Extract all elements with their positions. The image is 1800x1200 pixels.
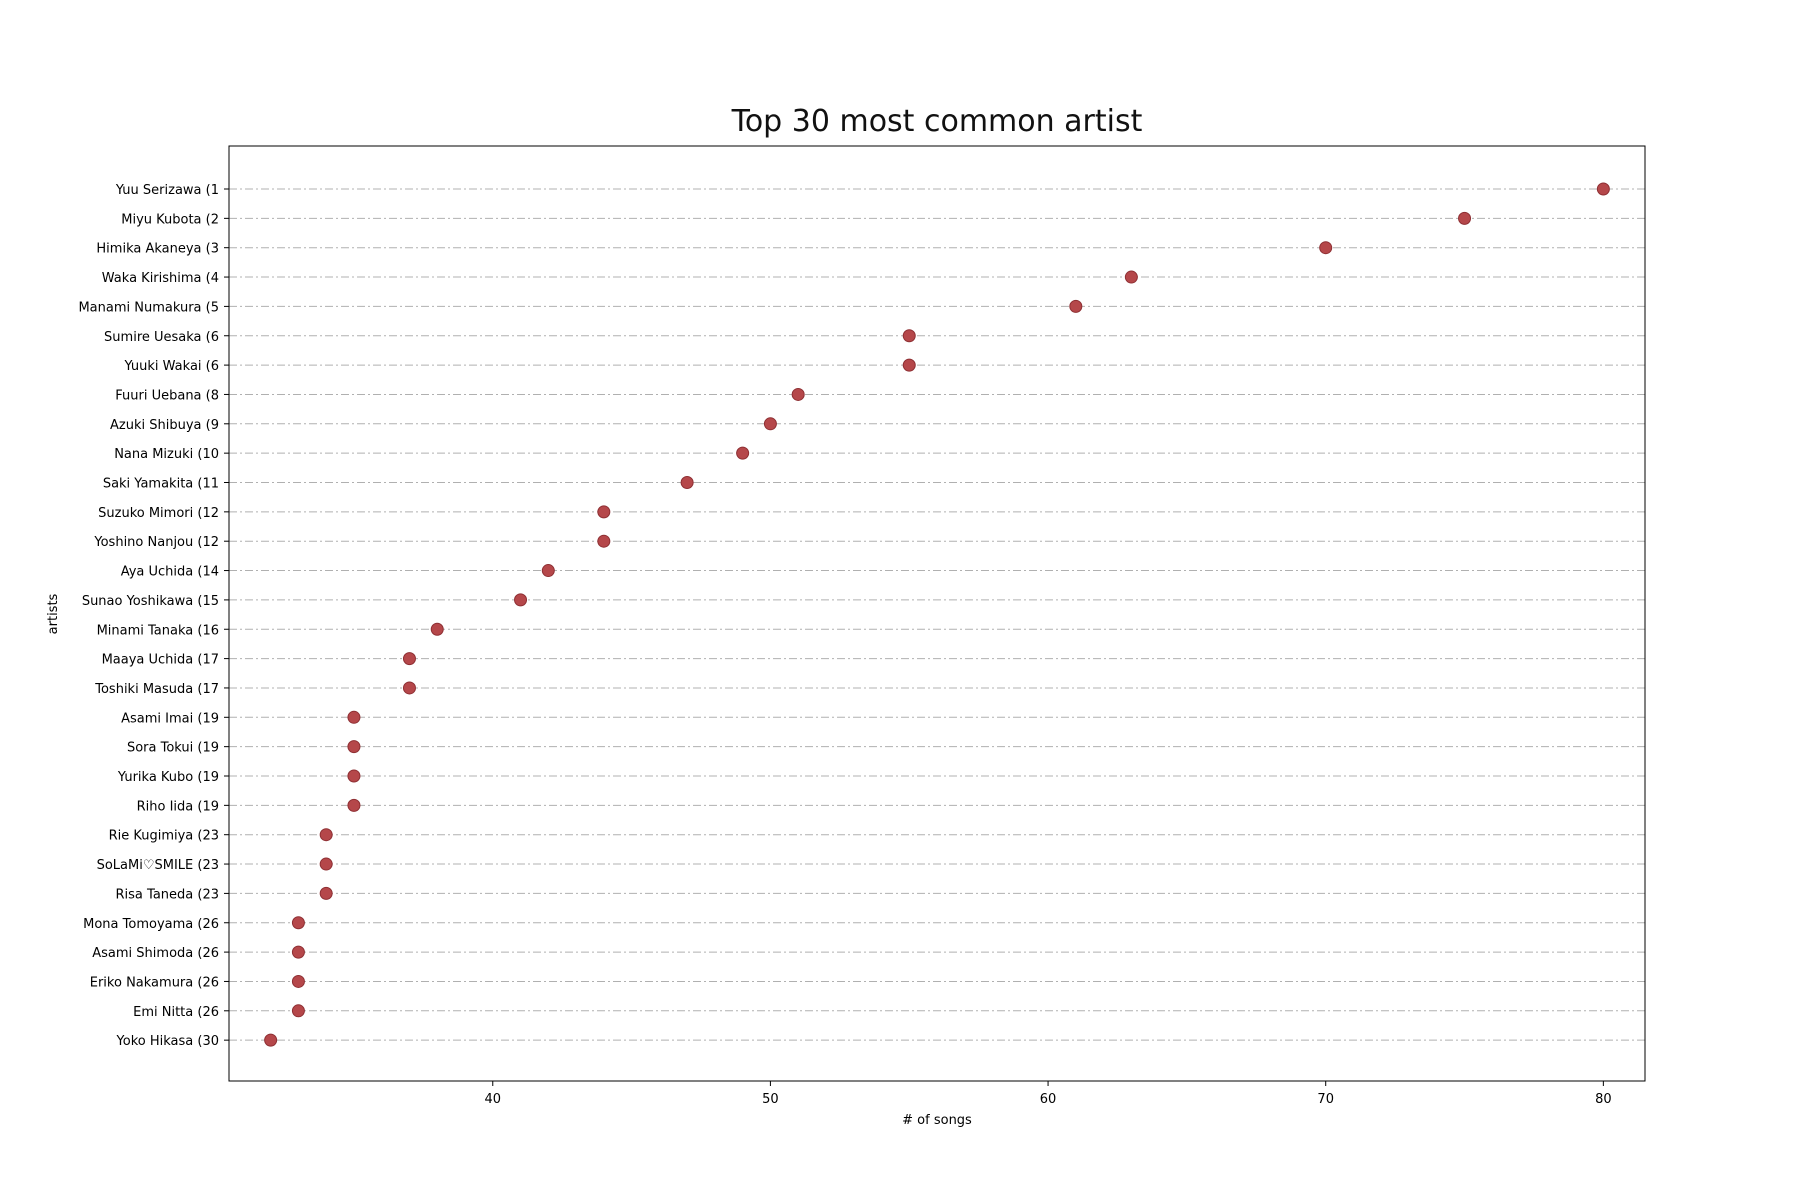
- y-tick-label: Sora Tokui (19: [127, 741, 219, 756]
- data-point: [319, 886, 333, 900]
- y-tick-label: Manami Numakura (5: [78, 300, 219, 315]
- y-tick-label: Emi Nitta (26: [133, 1005, 219, 1020]
- y-tick-label: Maaya Uchida (17: [102, 653, 219, 668]
- y-axis-label: artists: [46, 593, 61, 634]
- y-tick-label: Sumire Uesaka (6: [104, 330, 219, 345]
- data-point: [291, 945, 305, 959]
- data-point: [1124, 270, 1138, 284]
- data-point: [597, 534, 611, 548]
- data-point: [319, 828, 333, 842]
- data-point: [347, 740, 361, 754]
- data-point: [514, 593, 528, 607]
- data-point: [430, 622, 444, 636]
- x-tick-label: 80: [1595, 1092, 1612, 1107]
- y-tick-label: Minami Tanaka (16: [97, 623, 219, 638]
- data-point: [291, 916, 305, 930]
- data-point: [1458, 211, 1472, 225]
- data-points: [264, 182, 1610, 1047]
- y-tick-label: Toshiki Masuda (17: [94, 682, 219, 697]
- x-tick-label: 60: [1040, 1092, 1057, 1107]
- data-point: [736, 446, 750, 460]
- y-tick-label: Yuuki Wakai (6: [123, 359, 219, 374]
- y-tick-label: Sunao Yoshikawa (15: [82, 594, 219, 609]
- x-tick-label: 40: [484, 1092, 501, 1107]
- x-axis-label: # of songs: [902, 1113, 972, 1128]
- data-point: [902, 358, 916, 372]
- data-point: [541, 564, 555, 578]
- y-tick-label: Yuu Serizawa (1: [115, 183, 219, 198]
- grid-lines: [229, 188, 1645, 1041]
- data-point: [291, 1004, 305, 1018]
- y-tick-label: Asami Imai (19: [121, 711, 219, 726]
- y-tick-label: Yoshino Nanjou (12: [93, 535, 219, 550]
- data-point: [1319, 241, 1333, 255]
- data-point: [402, 652, 416, 666]
- x-tick-label: 50: [762, 1092, 779, 1107]
- data-point: [291, 974, 305, 988]
- data-point: [347, 798, 361, 812]
- data-point: [902, 329, 916, 343]
- data-point: [347, 710, 361, 724]
- y-tick-label: Azuki Shibuya (9: [110, 418, 219, 433]
- y-tick-label: Suzuko Mimori (12: [98, 506, 219, 521]
- data-point: [1069, 299, 1083, 313]
- x-axis-ticks: 40 50 60 70 80: [484, 1081, 1612, 1107]
- y-tick-label: Risa Taneda (23: [116, 887, 219, 902]
- y-tick-label: SoLaMi♡SMILE (23: [97, 858, 219, 873]
- y-tick-label: Waka Kirishima (4: [102, 271, 219, 286]
- data-point: [763, 417, 777, 431]
- y-axis-ticks: Yuu Serizawa (1 Miyu Kubota (2 Himika Akan…: [78, 183, 229, 1049]
- y-tick-label: Saki Yamakita (11: [103, 477, 219, 492]
- data-point: [791, 387, 805, 401]
- data-point: [264, 1033, 278, 1047]
- y-tick-label: Yoko Hikasa (30: [116, 1034, 219, 1049]
- y-tick-label: Eriko Nakamura (26: [90, 975, 219, 990]
- y-tick-label: Fuuri Uebana (8: [115, 388, 219, 403]
- y-tick-label: Nana Mizuki (10: [114, 447, 219, 462]
- data-point: [597, 505, 611, 519]
- y-tick-label: Himika Akaneya (3: [96, 242, 219, 257]
- chart-title: Top 30 most common artist: [731, 104, 1143, 139]
- data-point: [319, 857, 333, 871]
- y-tick-label: Yurika Kubo (19: [117, 770, 219, 785]
- y-tick-label: Mona Tomoyama (26: [83, 917, 219, 932]
- data-point: [402, 681, 416, 695]
- x-tick-label: 70: [1317, 1092, 1334, 1107]
- y-tick-label: Aya Uchida (14: [121, 565, 219, 580]
- data-point: [680, 476, 694, 489]
- y-tick-label: Riho Iida (19: [137, 799, 219, 814]
- y-tick-label: Rie Kugimiya (23: [109, 829, 219, 844]
- data-point: [347, 769, 361, 783]
- y-tick-label: Miyu Kubota (2: [121, 212, 219, 227]
- plot-frame: [228, 145, 1646, 1082]
- data-point: [1596, 182, 1610, 196]
- y-tick-label: Asami Shimoda (26: [92, 946, 219, 961]
